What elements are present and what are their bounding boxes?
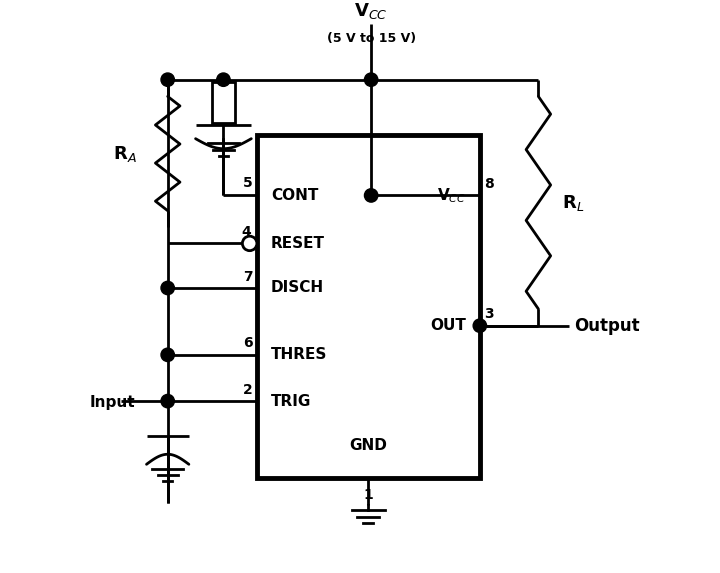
Circle shape — [217, 73, 230, 87]
Text: 2: 2 — [243, 383, 253, 397]
Text: R$_L$: R$_L$ — [562, 193, 584, 213]
Text: 4: 4 — [241, 225, 251, 239]
Text: V$_{CC}$: V$_{CC}$ — [437, 186, 466, 205]
Text: Input: Input — [90, 395, 135, 410]
Text: 5: 5 — [243, 176, 253, 190]
Circle shape — [243, 236, 257, 250]
Text: OUT: OUT — [430, 318, 466, 333]
Text: 3: 3 — [485, 307, 494, 321]
Bar — [257, 135, 480, 478]
Text: 8: 8 — [485, 177, 494, 191]
Text: RESET: RESET — [271, 236, 325, 251]
Text: V$_{CC}$: V$_{CC}$ — [354, 1, 388, 21]
Circle shape — [364, 73, 378, 87]
Text: Output: Output — [575, 317, 640, 335]
Text: GND: GND — [349, 438, 387, 453]
Circle shape — [161, 394, 174, 408]
Circle shape — [473, 319, 487, 332]
Text: DISCH: DISCH — [271, 280, 324, 296]
Circle shape — [161, 348, 174, 362]
Circle shape — [161, 73, 174, 87]
Text: 7: 7 — [243, 269, 253, 284]
Text: 1: 1 — [364, 488, 373, 503]
Text: CONT: CONT — [271, 188, 318, 203]
Circle shape — [364, 189, 378, 202]
Bar — [212, 83, 235, 123]
Text: (5 V to 15 V): (5 V to 15 V) — [327, 32, 415, 45]
Circle shape — [161, 281, 174, 295]
Text: THRES: THRES — [271, 347, 327, 362]
Text: TRIG: TRIG — [271, 394, 311, 409]
Text: R$_A$: R$_A$ — [113, 144, 137, 163]
Text: 6: 6 — [243, 336, 253, 350]
